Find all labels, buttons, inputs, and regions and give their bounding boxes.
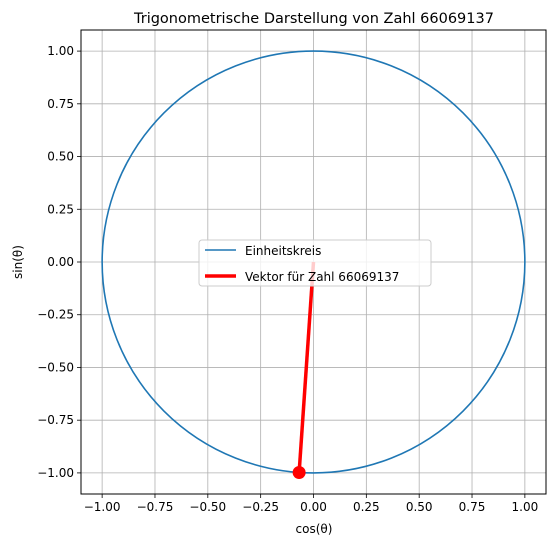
x-tick-label: −1.00 xyxy=(84,500,121,514)
legend: Einheitskreis Vektor für Zahl 66069137 xyxy=(198,239,432,287)
ticks: −1.00 −0.75 −0.50 −0.25 0.00 0.25 0.50 0.75 1.00… xyxy=(37,44,538,514)
plot-area xyxy=(101,50,526,479)
x-axis-title: cos(θ) xyxy=(296,522,333,536)
x-tick-label: 1.00 xyxy=(512,500,539,514)
y-tick-label: 0.75 xyxy=(47,97,74,111)
legend-label-vektor: Vektor für Zahl 66069137 xyxy=(245,270,399,284)
y-tick-label: 0.50 xyxy=(47,150,74,164)
y-tick-label: −0.25 xyxy=(37,308,74,322)
y-tick-label: 0.00 xyxy=(47,255,74,269)
legend-label-einheitskreis: Einheitskreis xyxy=(245,244,321,258)
vector-line xyxy=(297,261,316,473)
unit-circle-line xyxy=(101,50,526,474)
vector-endpoint-marker xyxy=(292,465,306,479)
x-tick-label: −0.75 xyxy=(137,500,174,514)
legend-box xyxy=(198,239,432,287)
x-tick-label: 0.50 xyxy=(406,500,433,514)
x-tick-label: 0.00 xyxy=(300,500,327,514)
y-tick-label: −1.00 xyxy=(37,466,74,480)
y-tick-label: −0.50 xyxy=(37,360,74,374)
chart-title: Trigonometrische Darstellung von Zahl 66… xyxy=(133,11,494,27)
x-tick-label: 0.25 xyxy=(353,500,380,514)
y-tick-label: −0.75 xyxy=(37,413,74,427)
y-tick-label: 1.00 xyxy=(47,44,74,58)
x-tick-label: −0.50 xyxy=(189,500,226,514)
y-tick-label: 0.25 xyxy=(47,202,74,216)
y-axis-title: sin(θ) xyxy=(11,245,25,279)
x-tick-label: −0.25 xyxy=(242,500,279,514)
x-tick-label: 0.75 xyxy=(459,500,486,514)
